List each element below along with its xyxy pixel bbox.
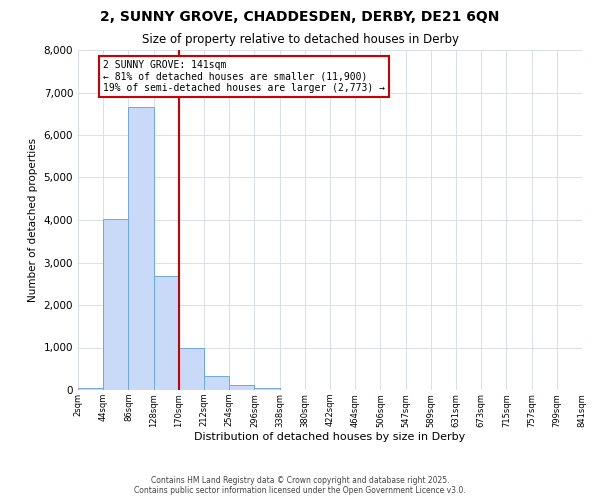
Text: Contains HM Land Registry data © Crown copyright and database right 2025.
Contai: Contains HM Land Registry data © Crown c… — [134, 476, 466, 495]
Text: 2 SUNNY GROVE: 141sqm
← 81% of detached houses are smaller (11,900)
19% of semi-: 2 SUNNY GROVE: 141sqm ← 81% of detached … — [103, 60, 385, 94]
Text: 2, SUNNY GROVE, CHADDESDEN, DERBY, DE21 6QN: 2, SUNNY GROVE, CHADDESDEN, DERBY, DE21 … — [100, 10, 500, 24]
Text: Size of property relative to detached houses in Derby: Size of property relative to detached ho… — [142, 32, 458, 46]
Bar — [128, 108, 154, 390]
Bar — [204, 376, 229, 390]
Y-axis label: Number of detached properties: Number of detached properties — [28, 138, 38, 302]
Bar — [78, 388, 103, 390]
Bar — [103, 218, 128, 390]
Bar — [254, 388, 280, 390]
Bar — [179, 348, 204, 390]
Bar — [154, 276, 179, 390]
X-axis label: Distribution of detached houses by size in Derby: Distribution of detached houses by size … — [194, 432, 466, 442]
Bar — [229, 385, 254, 390]
